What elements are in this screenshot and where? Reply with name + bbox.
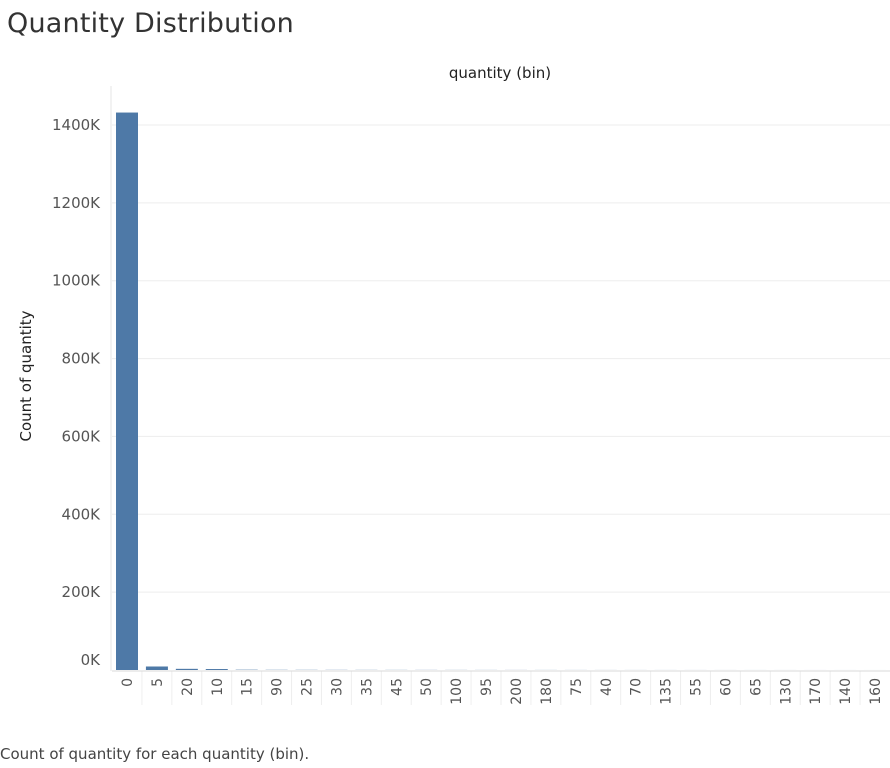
x-tick-label: 200 — [509, 678, 525, 705]
bar[interactable] — [116, 112, 138, 671]
x-axis-label: quantity (bin) — [449, 64, 551, 82]
y-tick-label: 0K — [81, 651, 102, 669]
bar[interactable] — [205, 669, 228, 670]
bars — [116, 112, 887, 671]
y-axis-label: Count of quantity — [17, 310, 35, 441]
x-tick-label: 20 — [180, 678, 196, 696]
x-tick-label: 55 — [689, 678, 705, 696]
x-tick-label: 50 — [419, 678, 435, 696]
x-tick-label: 5 — [150, 678, 166, 687]
x-tick-label: 170 — [808, 678, 824, 705]
chart-caption: Count of quantity for each quantity (bin… — [0, 745, 310, 763]
y-tick-label: 1200K — [52, 194, 101, 212]
bar[interactable] — [145, 666, 168, 670]
x-tick-label: 25 — [300, 678, 316, 696]
bar[interactable] — [175, 668, 198, 670]
x-tick-label: 75 — [569, 678, 585, 696]
x-tick-label: 95 — [479, 678, 495, 696]
x-tick-label: 35 — [359, 678, 375, 696]
x-tick-label: 160 — [868, 678, 884, 705]
x-tick-label: 10 — [210, 678, 226, 696]
x-tick-label: 130 — [778, 678, 794, 705]
x-tick-label: 70 — [629, 678, 645, 696]
y-tick-label: 400K — [62, 505, 102, 523]
x-axis-ticks: 0 5 20 10 15 90 25 30 35 45 50 100 95 200 180 75 40 70 135… — [112, 670, 890, 705]
bar-chart: quantity (bin) Count of quantity 0K 200K 4… — [17, 64, 890, 705]
x-tick-label: 15 — [240, 678, 256, 696]
chart-title: Quantity Distribution — [7, 8, 294, 39]
x-tick-label: 100 — [449, 678, 465, 705]
x-tick-label: 0 — [120, 678, 136, 687]
y-tick-label: 200K — [62, 583, 102, 601]
x-tick-label: 60 — [718, 678, 734, 696]
y-tick-label: 1000K — [52, 272, 101, 290]
x-tick-label: 140 — [838, 678, 854, 705]
y-tick-label: 1400K — [52, 116, 101, 134]
x-tick-label: 65 — [748, 678, 764, 696]
y-tick-label: 600K — [62, 427, 102, 445]
y-tick-label: 800K — [62, 350, 102, 368]
x-tick-label: 135 — [659, 678, 675, 705]
x-tick-label: 45 — [389, 678, 405, 696]
x-tick-label: 40 — [599, 678, 615, 696]
y-axis-ticks: 0K 200K 400K 600K 800K 1000K 1200K 1400K — [52, 116, 101, 669]
x-tick-label: 30 — [329, 678, 345, 696]
x-tick-label: 180 — [539, 678, 555, 705]
x-tick-label: 90 — [270, 678, 286, 696]
gridlines — [112, 124, 890, 593]
